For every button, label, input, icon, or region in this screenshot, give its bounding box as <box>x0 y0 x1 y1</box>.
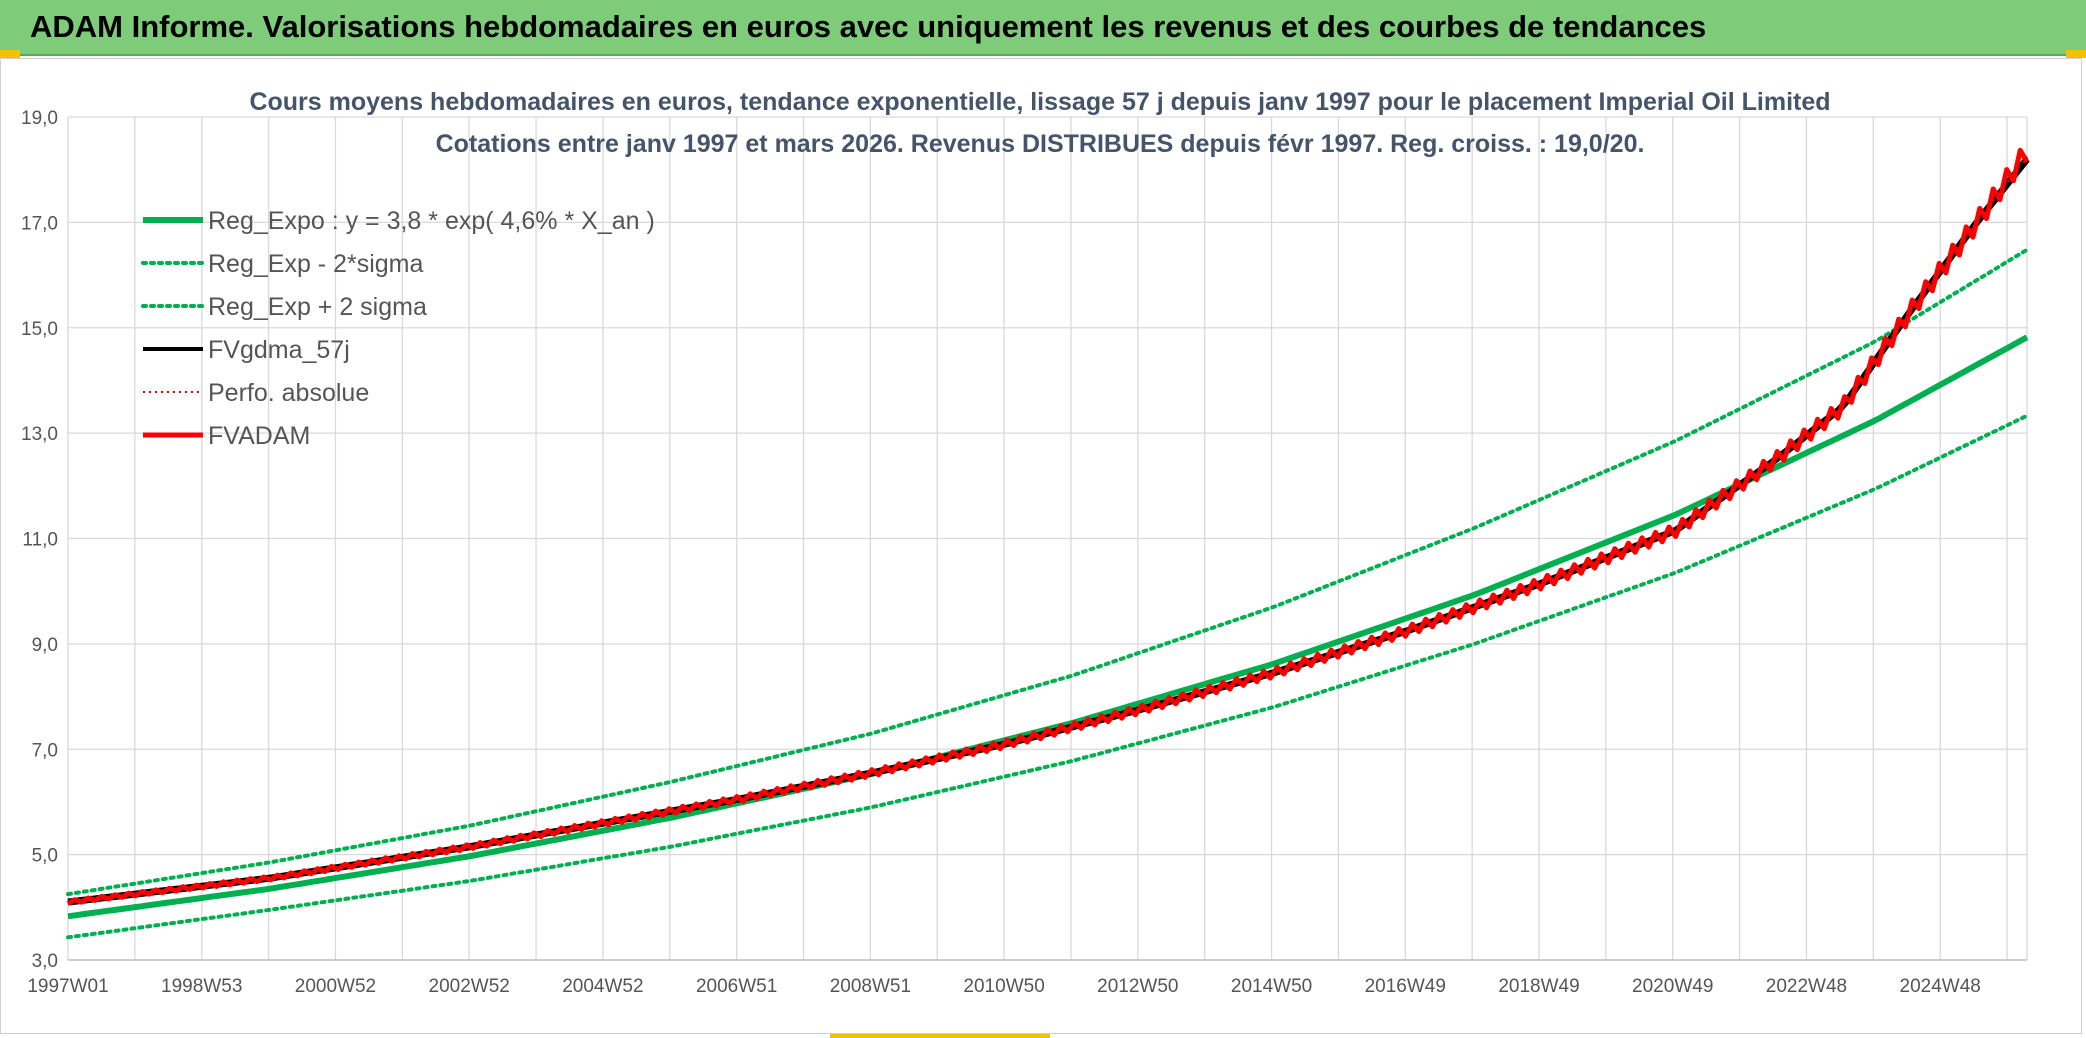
x-tick-label: 2014W50 <box>1231 976 1312 997</box>
corner-mark-right <box>2066 50 2086 58</box>
title-banner: ADAM Informe. Valorisations hebdomadaire… <box>0 0 2086 56</box>
y-tick-label: 13,0 <box>21 424 58 445</box>
x-tick-label: 2012W50 <box>1097 976 1178 997</box>
series-line-reg-expo-y-3-8-exp-4-6-x-an <box>67 334 2029 920</box>
grid <box>67 116 2028 961</box>
legend-label: FVgdma_57j <box>208 336 350 364</box>
y-tick-label: 11,0 <box>22 530 58 551</box>
x-tick-label: 2018W49 <box>1498 976 1579 997</box>
series-line-fvadam <box>66 147 2030 906</box>
corner-mark-left <box>0 50 20 58</box>
y-tick-label: 15,0 <box>21 319 58 340</box>
x-tick-label: 2010W50 <box>963 976 1044 997</box>
x-tick-label: 2024W48 <box>1900 976 1981 997</box>
x-tick-label: 2016W49 <box>1365 976 1446 997</box>
y-tick-label: 9,0 <box>32 635 58 656</box>
bottom-mark <box>830 1034 1050 1038</box>
y-tick-label: 17,0 <box>21 213 58 234</box>
x-tick-label: 2008W51 <box>830 976 911 997</box>
y-tick-label: 19,0 <box>21 108 58 129</box>
y-tick-label: 7,0 <box>32 740 58 761</box>
x-tick-label: 2004W52 <box>562 976 643 997</box>
x-tick-label: 2020W49 <box>1632 976 1713 997</box>
chart-title: Cours moyens hebdomadaires en euros, ten… <box>249 88 1830 116</box>
banner-title: ADAM Informe. Valorisations hebdomadaire… <box>30 9 1707 44</box>
legend-label: Reg_Expo : y = 3,8 * exp( 4,6% * X_an ) <box>208 207 655 235</box>
y-tick-label: 3,0 <box>32 951 58 972</box>
series-line-reg-exp-2-sigma <box>66 247 2029 897</box>
legend-label: Reg_Exp + 2 sigma <box>208 293 427 321</box>
x-tick-label: 1997W01 <box>27 976 108 997</box>
y-tick-label: 5,0 <box>32 846 58 867</box>
chart-frame <box>0 58 2082 1034</box>
x-tick-label: 1998W53 <box>161 976 242 997</box>
legend: Reg_Expo : y = 3,8 * exp( 4,6% * X_an ) R… <box>141 207 655 450</box>
x-tick-label: 2022W48 <box>1766 976 1847 997</box>
legend-label: Reg_Exp - 2*sigma <box>208 250 423 278</box>
legend-label: Perfo. absolue <box>208 379 369 407</box>
legend-label: FVADAM <box>208 422 310 450</box>
x-axis: 1997W01 1998W53 2000W52 2002W52 2004W52 2006W… <box>27 976 1981 997</box>
series-group <box>66 147 2030 940</box>
y-axis: 3,0 5,0 7,0 9,0 11,0 13,0 15,0 17,0 19,0 <box>21 108 58 972</box>
x-tick-label: 2002W52 <box>429 976 510 997</box>
series-line-reg-exp-2-sigma <box>66 413 2029 940</box>
chart-subtitle: Cotations entre janv 1997 et mars 2026. … <box>436 130 1645 158</box>
x-tick-label: 2000W52 <box>295 976 376 997</box>
x-tick-label: 2006W51 <box>696 976 777 997</box>
